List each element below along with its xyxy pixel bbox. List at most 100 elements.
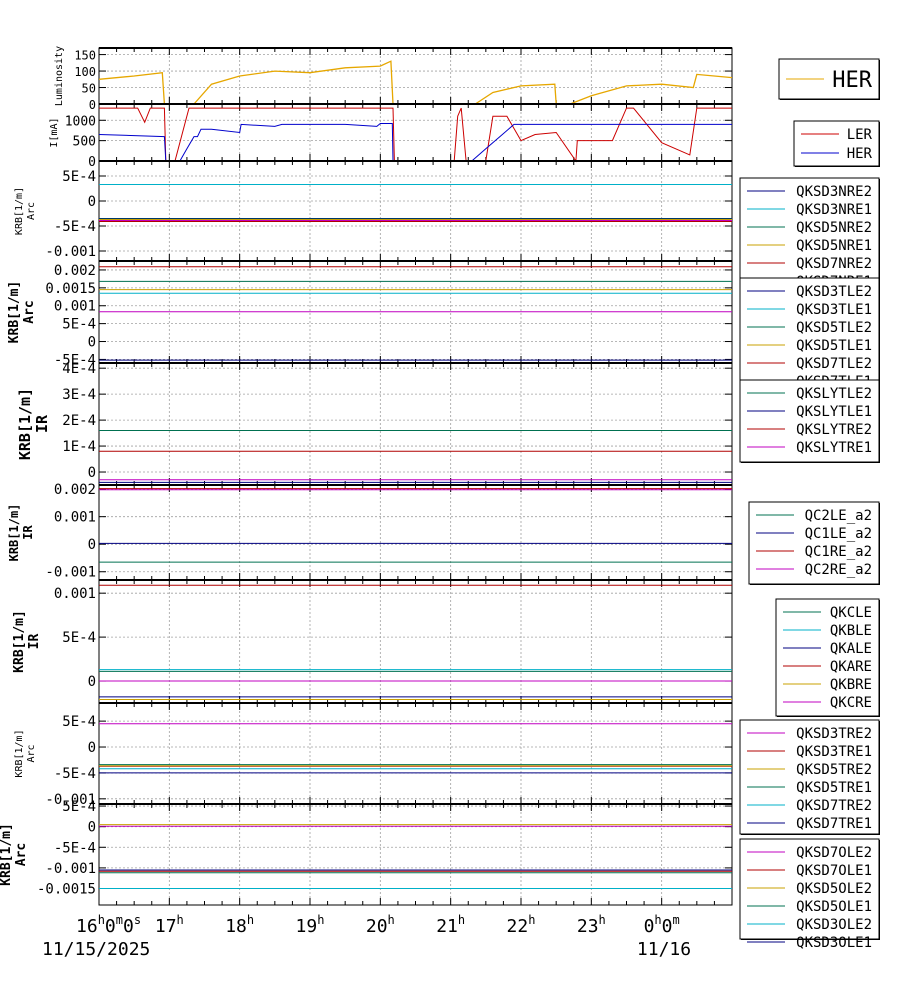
legend-label: QKCLE [830,605,872,621]
panel-1: 150 100 50 0 Luminosity [54,46,733,112]
panel-3: 5E-4 0 -5E-4 -0.001 KRB[1/m] Arc [14,160,733,262]
legend: QKSLYTLE2 QKSLYTLE1 QKSLYTRE2 QKSLYTRE1 [739,379,880,463]
y-tick-label: 0.0015 [45,281,96,297]
legend: HER [778,58,880,100]
time-tick-label: 18h [225,913,254,937]
panel-frame [98,47,733,105]
legend-box [775,598,880,717]
legend-label: QKALE [830,641,872,657]
y-tick-label: -5E-4 [54,840,96,856]
legend-label: QKSD5TRE1 [796,780,872,796]
y-axis-label: KRB[1/m] [7,504,21,562]
legend-label: LER [847,127,873,143]
y-axis-label: KRB[1/m] [16,388,34,460]
panel-frame [98,579,733,704]
y-axis-label: KRB[1/m] [12,610,27,673]
y-axis-label: KRB[1/m] [0,823,14,886]
y-tick-label: 150 [74,49,96,63]
y-tick-label: -5E-4 [54,352,96,368]
legend: LER HER [793,120,880,167]
legend-label: QKSLYTLE2 [796,386,872,402]
y-tick-label: 0.001 [54,586,96,602]
legend-label: QKSD7TRE2 [796,798,872,814]
y-tick-label: -0.001 [45,565,96,581]
legend-label: QKSD3TRE1 [796,744,872,760]
y-tick-label: 0.001 [54,510,96,526]
legend: QKSD3TRE2 QKSD3TRE1 QKSD5TRE2 QKSD5TRE1 QKSD… [739,719,880,835]
y-axis-sublabel: Arc [26,202,37,220]
y-tick-label: 0 [89,98,96,112]
y-tick-label: -0.001 [45,861,96,877]
legend-label: QKSD3OLE2 [796,917,872,933]
series-line-LER [99,107,732,163]
time-tick-label: 17h [155,913,184,937]
time-tick-label: 23h [577,913,606,937]
legend-label: HER [847,146,873,162]
legend-label: QKSD3TRE2 [796,726,872,742]
legend-label: QKBLE [830,623,872,639]
legend-label: QC1RE_a2 [805,544,872,560]
y-tick-label: -0.001 [45,792,96,808]
y-axis-sublabel: IR [21,525,35,540]
time-tick-label: 22h [507,913,536,937]
y-tick-label: -0.001 [45,244,96,260]
legend-label: QKSD7OLE1 [796,863,872,879]
time-tick-label: 16h0m0s [76,913,141,937]
time-tick-label: 20h [366,913,395,937]
legend: QKCLE QKBLE QKALE QKARE QKBRE QKCRE [775,598,880,717]
panel-9: 5E-4 0 -5E-4 -0.001 -0.0015 KRB[1/m] Arc [0,799,733,906]
legend-box [739,177,880,293]
legend-label: QKSD5NRE1 [796,238,872,254]
y-tick-label: 4E-4 [62,361,96,377]
legend-label: QKCRE [830,695,872,711]
y-axis-label: Luminosity [54,46,65,106]
y-tick-label: 5E-4 [62,799,96,815]
panel-frame [98,803,733,906]
y-tick-label: -0.0015 [37,882,96,898]
time-axis: 16h0m0s 17h 18h 19h 20h 21h 22h 23h 0h0m 11/15/20… [42,913,691,960]
y-tick-label: 100 [74,65,96,79]
legend-box [739,379,880,463]
legend-label: QKSD7OLE2 [796,845,872,861]
series-line-HER [98,60,733,105]
y-axis-label: I[mA] [49,117,60,147]
legend-label: QKBRE [830,677,872,693]
y-tick-label: 0.001 [54,299,96,315]
time-tick-label: 19h [296,913,325,937]
y-tick-label: 1E-4 [62,439,96,455]
panel-frame [98,484,733,581]
legend: QKSD7OLE2 QKSD7OLE1 QKSD5OLE2 QKSD5OLE1 QKSD… [739,838,880,951]
legend-label: QKSLYTRE2 [796,422,872,438]
time-tick-label: 21h [436,913,465,937]
legend-label: QKSD7TRE1 [796,816,872,832]
y-tick-label: 0 [88,537,96,553]
y-tick-label: 5E-4 [62,317,96,333]
y-axis-sublabel: IR [27,634,42,650]
y-tick-label: 0 [88,820,96,836]
legend-box [739,277,880,393]
date-label-start: 11/15/2025 [42,939,150,960]
legend-label: QKSD5TLE1 [796,338,872,354]
y-tick-label: -5E-4 [54,219,96,235]
legend-label: QC1LE_a2 [805,526,872,542]
legend: QC2LE_a2 QC1LE_a2 QC1RE_a2 QC2RE_a2 [748,501,880,585]
y-tick-label: 0 [88,335,96,351]
y-tick-label: 0 [88,674,96,690]
y-tick-label: 0 [88,740,96,756]
legend-label: QKSD3TLE2 [796,284,872,300]
legend-box [739,838,880,940]
y-tick-label: 5E-4 [62,169,96,185]
y-tick-label: 0 [88,465,96,481]
y-tick-label: 0 [88,155,96,170]
y-tick-label: 50 [82,82,96,96]
legend-label: QKSD3NRE1 [796,202,872,218]
panel-frame [98,702,733,805]
legend-label: QKARE [830,659,872,675]
legend-label: QKSLYTLE1 [796,404,872,420]
legend-label: QKSLYTRE1 [796,440,872,456]
y-axis-label: KRB[1/m] [14,187,25,235]
legend: QKSD3NRE2 QKSD3NRE1 QKSD5NRE2 QKSD5NRE1 QKSD… [739,177,880,293]
legend-label: QKSD5NRE2 [796,220,872,236]
y-tick-label: -5E-4 [54,766,96,782]
